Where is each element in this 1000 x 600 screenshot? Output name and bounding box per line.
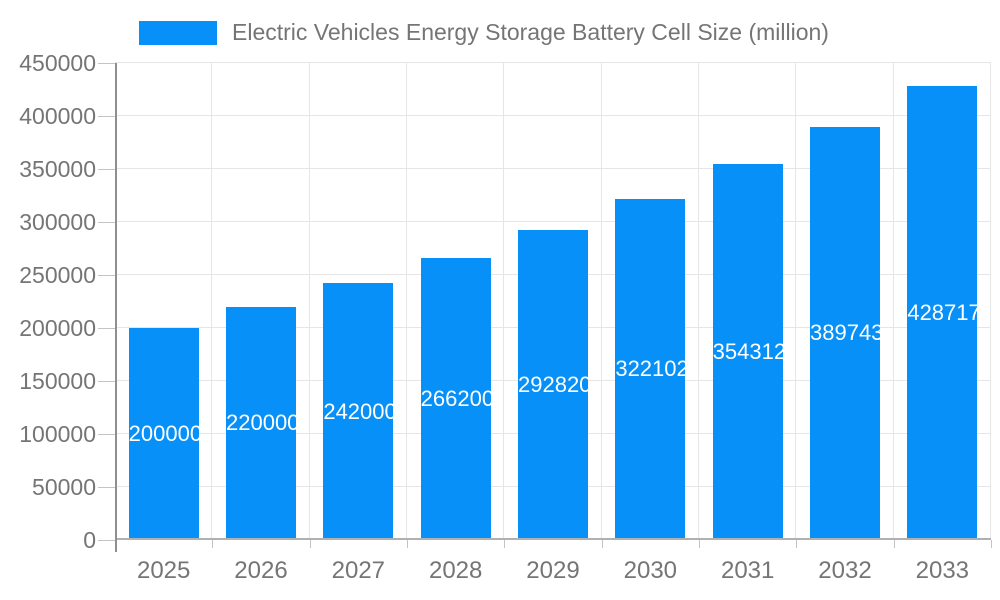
y-axis-tick: [98, 275, 115, 276]
bar-value-label: 428717: [907, 299, 978, 325]
y-axis-tick: [98, 540, 115, 541]
x-axis-tick: [991, 540, 992, 548]
bar[interactable]: 200000: [128, 328, 199, 540]
y-axis-line: [115, 63, 117, 552]
x-axis-tick: [504, 540, 506, 548]
x-axis-tick: [893, 540, 895, 548]
y-axis-tick-label: 450000: [19, 50, 96, 76]
bar[interactable]: 322102: [615, 198, 686, 540]
bar[interactable]: 389743: [810, 126, 880, 540]
x-axis-tick-label: 2032: [818, 557, 872, 584]
y-gridline: [115, 115, 991, 116]
y-axis-tick: [98, 487, 115, 488]
y-axis-tick-label: 100000: [19, 421, 96, 447]
y-gridline: [115, 221, 991, 222]
x-axis-tick: [309, 540, 311, 548]
y-axis-tick-label: 250000: [19, 262, 96, 288]
x-axis-tick-label: 2031: [720, 557, 775, 584]
bar-value-label: 242000: [323, 398, 394, 424]
y-axis-tick-label: 50000: [32, 474, 96, 500]
x-gridline: [503, 63, 505, 540]
plot-area: 200000 220000 242000 266200 292820 322102 3543…: [115, 62, 991, 552]
y-axis-tick-label: 0: [83, 527, 96, 553]
bar-value-label: 200000: [128, 421, 199, 446]
bar[interactable]: 220000: [226, 306, 296, 540]
y-axis-tick-label: 200000: [19, 315, 96, 341]
y-axis-tick: [98, 169, 115, 170]
x-axis-tick-label: 2025: [136, 557, 191, 584]
x-axis-tick: [796, 540, 798, 548]
bar-value-label: 266200: [420, 385, 491, 411]
y-axis-tick: [98, 116, 115, 117]
x-axis-tick-label: 2033: [915, 557, 970, 584]
x-axis-line: [115, 538, 991, 540]
x-gridline: [211, 63, 213, 540]
y-gridline: [115, 62, 991, 63]
x-gridline: [698, 63, 699, 540]
x-axis-tick: [212, 540, 214, 548]
y-axis-tick-label: 350000: [19, 156, 96, 182]
bar[interactable]: 292820: [518, 229, 588, 540]
x-axis-tick-label: 2029: [526, 557, 580, 584]
x-gridline: [990, 63, 991, 540]
bar[interactable]: 354312: [712, 164, 783, 540]
x-axis-tick: [407, 540, 408, 548]
legend-label: Electric Vehicles Energy Storage Battery…: [232, 19, 829, 45]
legend: Electric Vehicles Energy Storage Battery…: [139, 19, 829, 46]
y-axis-tick: [98, 63, 115, 64]
bar[interactable]: 266200: [420, 257, 491, 540]
x-axis-tick-label: 2030: [623, 557, 678, 584]
bar-value-label: 292820: [518, 371, 588, 397]
x-gridline: [308, 63, 310, 540]
bar-value-label: 220000: [226, 410, 296, 436]
x-gridline: [406, 63, 407, 540]
bar[interactable]: 242000: [323, 283, 394, 540]
x-gridline: [892, 63, 894, 540]
bar-value-label: 322102: [615, 356, 686, 382]
legend-swatch: [139, 20, 217, 45]
x-axis-tick: [699, 540, 700, 548]
x-gridline: [600, 63, 602, 540]
bar[interactable]: 428717: [907, 85, 978, 540]
bar-value-label: 389743: [810, 320, 880, 346]
y-axis-tick-label: 400000: [19, 103, 96, 129]
x-axis-tick-label: 2028: [428, 557, 483, 584]
y-axis-tick-label: 300000: [19, 209, 96, 235]
y-axis-tick: [98, 328, 115, 329]
y-axis-tick: [98, 381, 115, 382]
x-gridline: [795, 63, 797, 540]
y-axis-tick-label: 150000: [19, 368, 96, 394]
x-axis-tick-label: 2027: [331, 557, 386, 584]
y-axis-tick: [98, 434, 115, 435]
bar-value-label: 354312: [712, 339, 783, 365]
x-axis-tick: [601, 540, 603, 548]
y-axis-tick: [98, 222, 115, 223]
x-axis-tick-label: 2026: [234, 557, 288, 584]
y-gridline: [115, 168, 991, 169]
